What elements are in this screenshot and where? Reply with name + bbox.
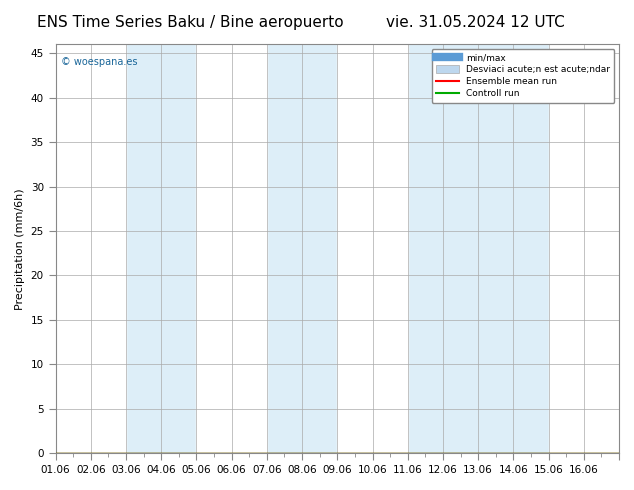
Bar	[56, 45, 126, 453]
Y-axis label: Precipitation (mm/6h): Precipitation (mm/6h)	[15, 188, 25, 310]
Text: © woespana.es: © woespana.es	[61, 57, 138, 67]
Text: vie. 31.05.2024 12 UTC: vie. 31.05.2024 12 UTC	[386, 15, 565, 30]
Bar	[197, 45, 267, 453]
Bar	[548, 45, 619, 453]
Legend: min/max, Desviaci acute;n est acute;ndar, Ensemble mean run, Controll run: min/max, Desviaci acute;n est acute;ndar…	[432, 49, 614, 102]
Text: ENS Time Series Baku / Bine aeropuerto: ENS Time Series Baku / Bine aeropuerto	[37, 15, 344, 30]
Bar	[337, 45, 408, 453]
